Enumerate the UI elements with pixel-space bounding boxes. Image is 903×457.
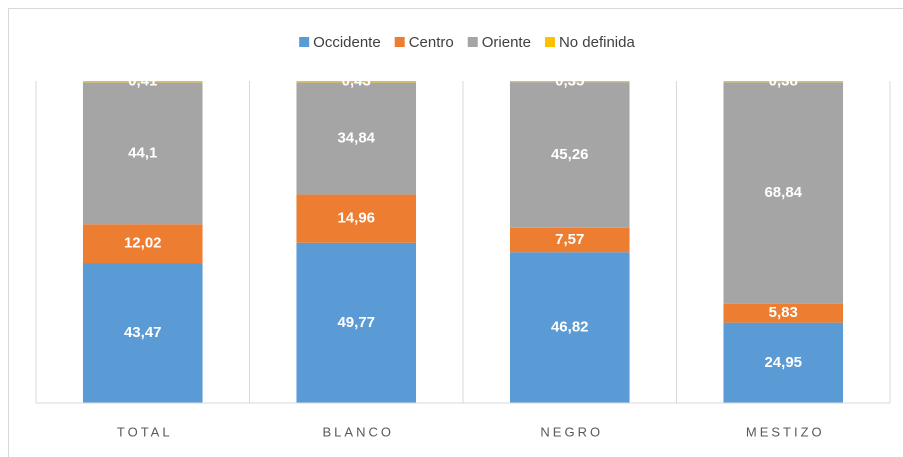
data-labels: 43,47 12,02 44,1 0,41 49,77 14,96 34,84 0,43 46,…	[124, 73, 803, 371]
x-tick-label: TOTAL	[117, 424, 173, 439]
bar-segment	[296, 81, 417, 83]
bar-segment	[82, 82, 203, 225]
chart-border	[8, 8, 903, 457]
legend-swatch	[467, 37, 478, 47]
bar-segment	[723, 322, 844, 403]
x-tick-label: NEGRO	[540, 424, 603, 439]
bar-segment	[82, 263, 203, 403]
data-label: 68,84	[764, 184, 802, 201]
legend-swatch	[544, 37, 555, 47]
data-label: 14,96	[337, 210, 375, 227]
data-label: 7,57	[555, 231, 584, 248]
data-label: 0,35	[555, 73, 584, 90]
bar-segment	[509, 82, 630, 228]
data-label: 12,02	[124, 235, 162, 252]
legend-label: Oriente	[482, 34, 531, 51]
legend-label: Occidente	[313, 34, 381, 51]
data-label: 34,84	[337, 129, 375, 146]
bar-segment	[509, 252, 630, 403]
data-label: 43,47	[124, 324, 162, 341]
data-label: 45,26	[551, 146, 589, 163]
bar-segment	[509, 227, 630, 253]
bar-segment	[296, 194, 417, 243]
bar-segment	[296, 82, 417, 195]
legend-item: Centro	[394, 34, 454, 51]
bar-segment	[296, 242, 417, 403]
legend-item: Oriente	[467, 34, 531, 51]
bar-segment	[82, 81, 203, 83]
bar-segment	[723, 81, 844, 83]
legend-swatch	[394, 37, 405, 47]
legend-item: No definida	[544, 34, 636, 51]
legend-label: Centro	[409, 34, 454, 51]
bar-segment	[509, 81, 630, 83]
x-tick-label: BLANCO	[323, 424, 394, 439]
legend-item: Occidente	[299, 34, 381, 51]
data-label: 0,38	[769, 73, 798, 90]
data-label: 49,77	[337, 314, 375, 331]
data-label: 24,95	[764, 354, 802, 371]
data-label: 46,82	[551, 319, 589, 336]
legend-label: No definida	[559, 34, 636, 51]
data-label: 44,1	[128, 144, 157, 161]
data-label: 0,41	[128, 73, 157, 90]
bar-segment	[82, 224, 203, 264]
bar-segment	[723, 303, 844, 323]
x-tick-label: MESTIZO	[746, 424, 825, 439]
bar-segment	[723, 82, 844, 304]
data-label: 0,43	[342, 73, 371, 90]
legend-swatch	[299, 37, 310, 47]
data-label: 5,83	[769, 304, 798, 321]
